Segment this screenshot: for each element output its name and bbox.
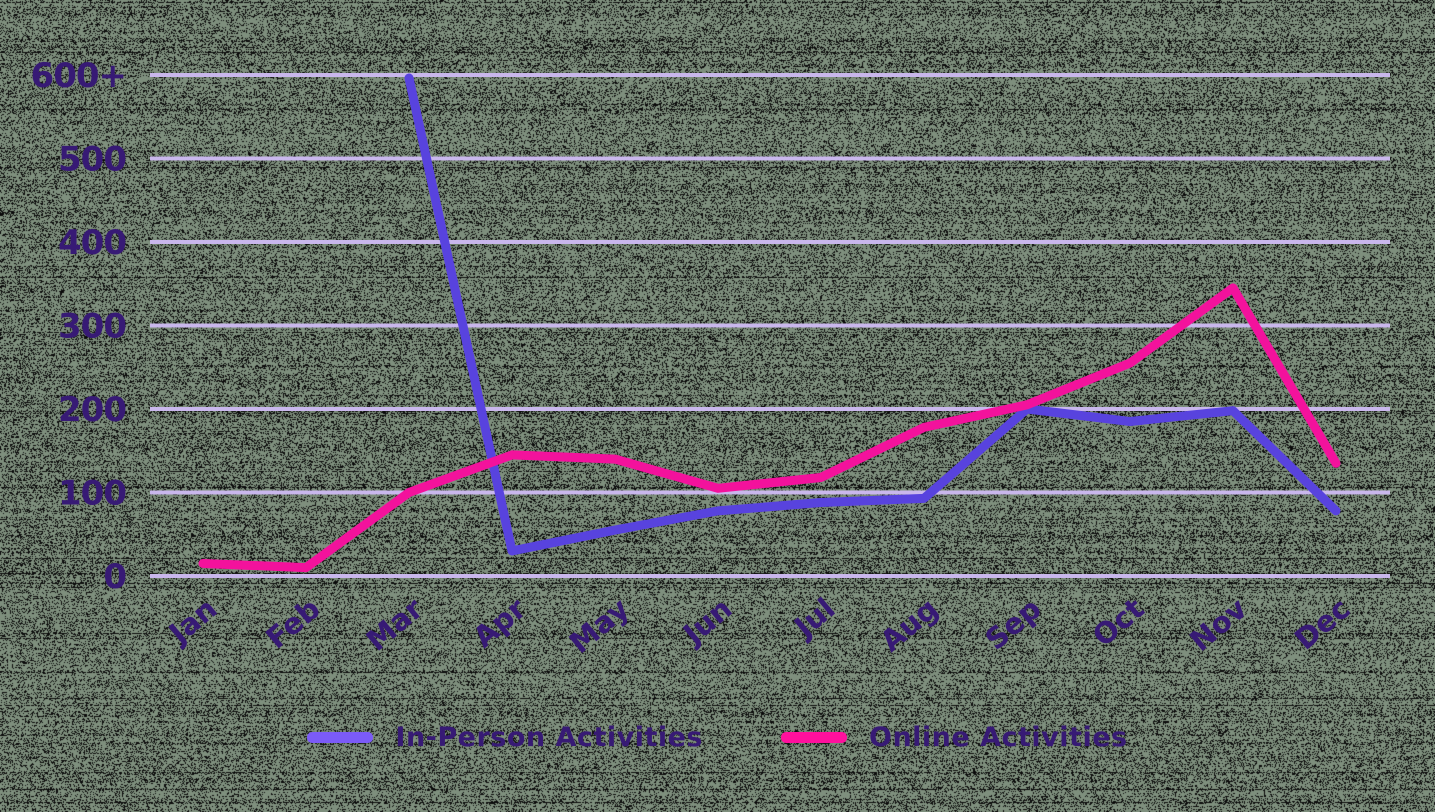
y-axis-tick-label: 100 (58, 474, 126, 514)
x-axis-tick-label: May (563, 591, 636, 660)
y-axis-tick-label: 200 (58, 390, 126, 430)
y-axis-tick-label: 600+ (31, 56, 126, 96)
x-axis-tick-label: Oct (1086, 591, 1151, 653)
y-axis-tick-label: 500 (58, 140, 126, 180)
line-chart: 0 100 200 300 400 500 600+ Jan Feb Mar Apr May Jun Ju… (0, 0, 1435, 812)
online-line-swatch (781, 732, 847, 743)
in-person-legend-label: In-Person Activities (395, 722, 703, 753)
x-axis-tick-label: Dec (1288, 591, 1357, 656)
y-axis-tick-label: 400 (58, 223, 126, 263)
legend: In-Person Activities Online Activities (0, 722, 1435, 753)
x-axis-tick-label: Sep (979, 591, 1048, 656)
y-axis-tick-label: 0 (103, 557, 126, 597)
legend-item-online: Online Activities (781, 722, 1128, 753)
legend-item-in-person: In-Person Activities (307, 722, 703, 753)
x-axis-tick-label: Feb (259, 591, 326, 655)
y-axis-tick-label: 300 (58, 307, 126, 347)
x-axis-tick-label: Jul (786, 591, 841, 645)
x-axis-tick-label: Mar (360, 591, 430, 658)
in-person-line-swatch (307, 732, 373, 743)
x-axis-tick-label: Apr (467, 591, 533, 654)
online-legend-label: Online Activities (869, 722, 1128, 753)
x-axis-tick-label: Aug (874, 591, 945, 658)
x-axis-tick-label: Nov (1183, 591, 1253, 658)
chart-screenshot: 0 100 200 300 400 500 600+ Jan Feb Mar Apr May Jun Ju… (0, 0, 1435, 812)
x-axis-tick-label: Jan (161, 591, 223, 651)
online-activities-line (203, 288, 1336, 568)
x-axis-tick-label: Jun (675, 591, 738, 652)
